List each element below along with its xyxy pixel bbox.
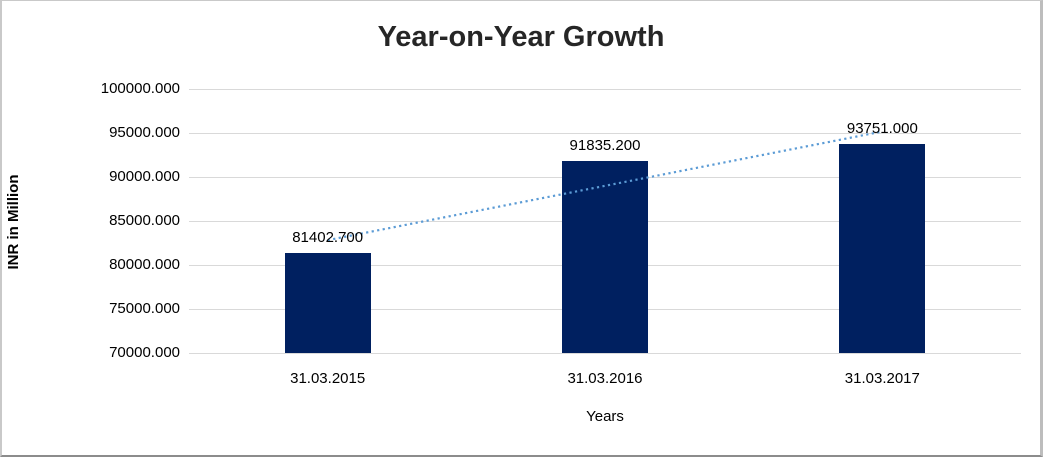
gridline: [189, 352, 1021, 354]
data-label: 81402.700: [292, 228, 364, 246]
y-axis-tick-label: 100000.000: [100, 80, 180, 97]
y-axis-tick-label: 95000.000: [109, 124, 180, 141]
gridline: [189, 88, 1021, 90]
trendline-linear: [327, 130, 883, 242]
y-axis-title: INR in Million: [5, 174, 22, 270]
x-axis-title: Years: [586, 408, 624, 425]
plot-area: [189, 88, 1021, 354]
x-axis-category-label: 31.03.2015: [290, 370, 366, 387]
y-axis-tick-label: 75000.000: [109, 300, 180, 317]
x-axis-category-label: 31.03.2017: [844, 370, 920, 387]
chart-title: Year-on-Year Growth: [377, 21, 665, 53]
bar-31.03.2015: [284, 252, 371, 353]
x-axis-category-label: 31.03.2016: [567, 370, 643, 387]
bar-31.03.2016: [562, 160, 648, 353]
bar-31.03.2017: [839, 144, 926, 353]
data-label: 91835.200: [569, 136, 641, 154]
y-axis-tick-label: 85000.000: [109, 212, 180, 229]
data-label: 93751.000: [846, 119, 918, 137]
y-axis-tick-label: 90000.000: [109, 168, 180, 185]
y-axis-tick-label: 80000.000: [109, 256, 180, 273]
y-axis-tick-label: 70000.000: [109, 344, 180, 361]
gridline: [189, 132, 1021, 134]
